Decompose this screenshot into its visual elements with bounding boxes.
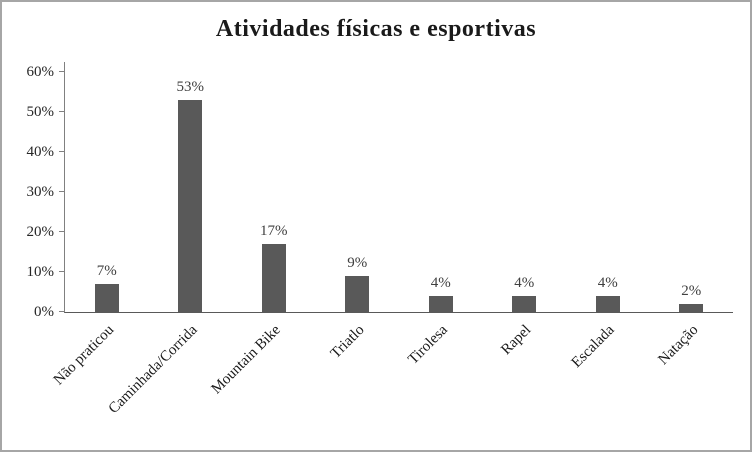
- bar-value-label: 53%: [176, 79, 205, 95]
- y-tick-mark: [59, 71, 65, 72]
- bar-value-label: 17%: [260, 223, 288, 239]
- y-tick-label: 0%: [34, 304, 54, 320]
- x-axis-labels: Não praticou Caminhada/Corrida Mountain Bi…: [51, 318, 732, 438]
- bar: [428, 296, 453, 312]
- y-tick-label: 30%: [26, 184, 55, 200]
- x-category-label: Triatlo: [327, 322, 368, 362]
- y-tick-mark: [59, 271, 65, 272]
- x-category-label: Tirolesa: [405, 322, 452, 368]
- bar: [345, 276, 370, 312]
- y-tick-label: 20%: [26, 224, 55, 240]
- bar-value-label: 9%: [347, 255, 368, 271]
- y-tick-mark: [59, 111, 65, 112]
- bar: [512, 296, 537, 312]
- bar: [178, 100, 203, 312]
- bar-value-label: 4%: [514, 275, 535, 291]
- bar: [595, 296, 620, 312]
- x-category-label: Caminhada/Corrida: [105, 322, 201, 417]
- x-category-label: Escalada: [569, 322, 619, 372]
- y-tick-mark: [59, 191, 65, 192]
- chart-title: Atividades físicas e esportivas: [215, 16, 537, 42]
- bar: [94, 284, 119, 312]
- bar: [679, 304, 704, 312]
- y-tick-label: 40%: [26, 144, 55, 160]
- y-tick-mark: [59, 151, 65, 152]
- y-tick-mark: [59, 231, 65, 232]
- plot-area: 7% 53% 17% 9% 4% 4% 4% 2%: [59, 62, 733, 313]
- bar: [261, 244, 286, 312]
- x-category-label: Mountain Bike: [208, 322, 285, 398]
- y-tick-label: 10%: [26, 264, 55, 280]
- bar-value-label: 4%: [597, 275, 618, 291]
- bar-value-label: 2%: [681, 283, 702, 299]
- y-tick-label: 50%: [26, 104, 55, 120]
- x-category-label: Não praticou: [50, 322, 118, 389]
- x-category-label: Natação: [655, 322, 702, 369]
- bar-value-label: 4%: [430, 275, 451, 291]
- y-tick-label: 60%: [26, 64, 55, 80]
- y-tick-mark: [59, 311, 65, 312]
- bar-value-label: 7%: [96, 263, 117, 279]
- x-category-label: Rapel: [498, 322, 535, 359]
